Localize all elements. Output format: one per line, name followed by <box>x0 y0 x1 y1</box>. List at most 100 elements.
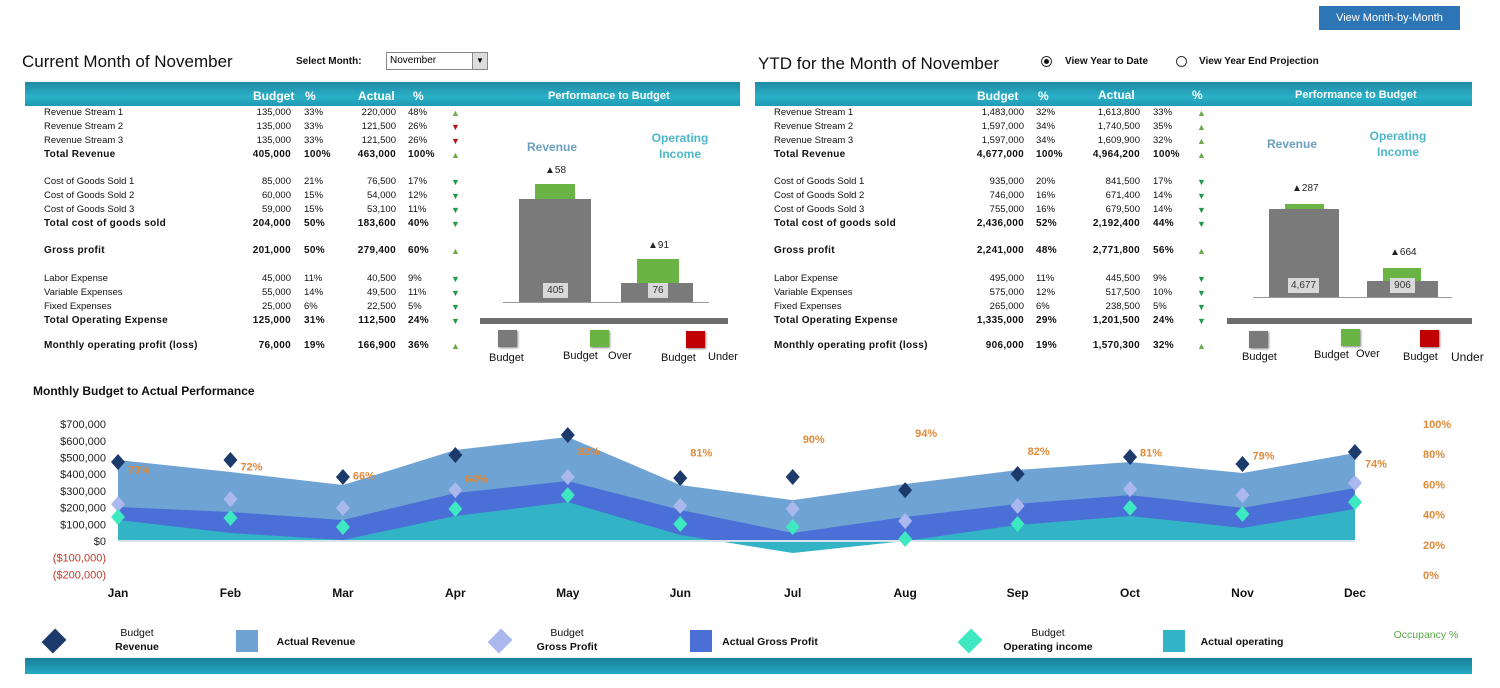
marker-budget-operating-income <box>673 515 688 532</box>
budget-value: 135,000 <box>256 121 291 132</box>
budget-value: 135,000 <box>256 107 291 118</box>
triangle-down-icon: ▼ <box>1197 316 1206 326</box>
budget-pct: 11% <box>1036 273 1055 284</box>
marker-budget-revenue <box>111 454 125 471</box>
triangle-down-icon: ▼ <box>451 122 460 132</box>
triangle-up-icon: ▲ <box>451 341 460 351</box>
radio-view-projection[interactable] <box>1176 56 1187 67</box>
actual-pct: 32% <box>1153 135 1173 146</box>
actual-value: 841,500 <box>1105 176 1140 187</box>
x-tick-label: Jun <box>670 586 691 600</box>
actual-pct: 11% <box>408 287 427 298</box>
left-actual-header: Actual <box>358 89 395 103</box>
view-month-by-month-button[interactable]: View Month-by-Month <box>1319 6 1460 30</box>
left-perf-divider <box>480 318 728 324</box>
legend-under-label-1: Budget <box>661 352 696 364</box>
actual-value: 121,500 <box>361 121 396 132</box>
triangle-down-icon: ▼ <box>451 177 460 187</box>
budget-pct: 15% <box>304 190 324 201</box>
triangle-up-icon: ▲ <box>1197 246 1206 256</box>
actual-value: 1,570,300 <box>1092 340 1140 351</box>
budget-legend-swatch <box>498 330 517 347</box>
radio-view-ytd[interactable] <box>1041 56 1052 67</box>
y-tick-label: $100,000 <box>60 519 106 531</box>
occupancy-label: 90% <box>803 434 825 446</box>
actual-pct: 24% <box>408 315 429 326</box>
square-icon <box>1163 630 1185 652</box>
y2-tick-label: 40% <box>1423 510 1445 522</box>
under-legend-swatch <box>1420 330 1439 347</box>
row-label: Cost of Goods Sold 1 <box>44 176 135 187</box>
marker-budget-gross-profit <box>448 482 463 499</box>
chart-legend-item: Occupancy % <box>1366 628 1486 642</box>
actual-value: 1,609,900 <box>1097 135 1140 146</box>
triangle-up-icon: ▲ <box>1197 136 1206 146</box>
triangle-down-icon: ▼ <box>1197 274 1206 284</box>
actual-value: 238,500 <box>1105 301 1140 312</box>
actual-pct: 9% <box>1153 273 1167 284</box>
budget-pct: 16% <box>1036 190 1056 201</box>
row-label: Total Operating Expense <box>44 315 168 326</box>
actual-pct: 35% <box>1153 121 1173 132</box>
chart-legend-item: Actual operating <box>1182 635 1302 649</box>
marker-budget-gross-profit <box>111 496 125 513</box>
x-tick-label: Nov <box>1231 586 1254 600</box>
x-tick-label: Apr <box>445 586 466 600</box>
triangle-up-icon: ▲ <box>1197 341 1206 351</box>
budget-pct: 52% <box>1036 218 1057 229</box>
budget-value: 59,000 <box>261 204 291 215</box>
select-month-dropdown[interactable]: November ▼ <box>386 52 488 70</box>
marker-budget-operating-income <box>785 518 800 535</box>
row-label: Revenue Stream 3 <box>774 135 854 146</box>
chart-legend-item: Budget Gross Profit <box>507 626 627 654</box>
triangle-down-icon: ▼ <box>1197 219 1206 229</box>
right-actual-header: Actual <box>1098 88 1135 102</box>
triangle-down-icon: ▼ <box>1197 205 1206 215</box>
occupancy-label: 79% <box>1253 451 1275 463</box>
occupancy-label: 94% <box>915 428 937 440</box>
current-month-title: Current Month of November <box>22 52 233 71</box>
right-header-band <box>755 82 1472 106</box>
radio-view-projection-label[interactable]: View Year End Projection <box>1199 56 1319 67</box>
right-perf-axis <box>1253 297 1452 298</box>
occupancy-label: 72% <box>240 461 262 473</box>
budget-value: 125,000 <box>252 315 291 326</box>
row-label: Monthly operating profit (loss) <box>44 340 198 351</box>
row-label: Total cost of goods sold <box>44 218 167 229</box>
actual-pct: 60% <box>408 245 429 256</box>
right-op-delta: ▲664 <box>1390 247 1417 258</box>
x-tick-label: Sep <box>1007 586 1029 600</box>
row-label: Cost of Goods Sold 2 <box>774 190 865 201</box>
radio-view-ytd-label[interactable]: View Year to Date <box>1065 56 1149 67</box>
chart-legend-item: Actual Revenue <box>256 635 376 649</box>
budget-value: 405,000 <box>252 149 291 160</box>
budget-pct: 100% <box>304 149 331 160</box>
row-label: Revenue Stream 1 <box>44 107 124 118</box>
budget-value: 265,000 <box>989 301 1024 312</box>
legend-under-label-2: Under <box>1451 350 1484 364</box>
left-op-budget-value: 76 <box>648 283 668 298</box>
budget-pct: 29% <box>1036 315 1057 326</box>
marker-budget-operating-income <box>335 518 350 535</box>
y-tick-label: $600,000 <box>60 436 106 448</box>
legend-under-label-2: Under <box>708 351 738 363</box>
triangle-down-icon: ▼ <box>1197 177 1206 187</box>
actual-value: 40,500 <box>366 273 396 284</box>
chart-legend-item: Actual Gross Profit <box>710 635 830 649</box>
budget-pct: 34% <box>1036 121 1056 132</box>
y2-tick-label: 100% <box>1423 419 1451 431</box>
triangle-up-icon: ▲ <box>451 246 460 256</box>
marker-budget-operating-income <box>1347 494 1362 511</box>
right-op-over-bar <box>1383 268 1421 281</box>
triangle-up-icon: ▲ <box>451 108 460 118</box>
chevron-down-icon[interactable]: ▼ <box>472 53 487 69</box>
actual-pct: 26% <box>408 135 428 146</box>
marker-budget-revenue <box>560 426 575 443</box>
occupancy-label: 70% <box>128 464 150 476</box>
triangle-down-icon: ▼ <box>451 205 460 215</box>
budget-pct: 31% <box>304 315 325 326</box>
x-tick-label: Aug <box>893 586 916 600</box>
legend-line-1: Actual Gross Profit <box>722 636 818 648</box>
left-pct-header: % <box>305 89 316 103</box>
triangle-down-icon: ▼ <box>1197 191 1206 201</box>
